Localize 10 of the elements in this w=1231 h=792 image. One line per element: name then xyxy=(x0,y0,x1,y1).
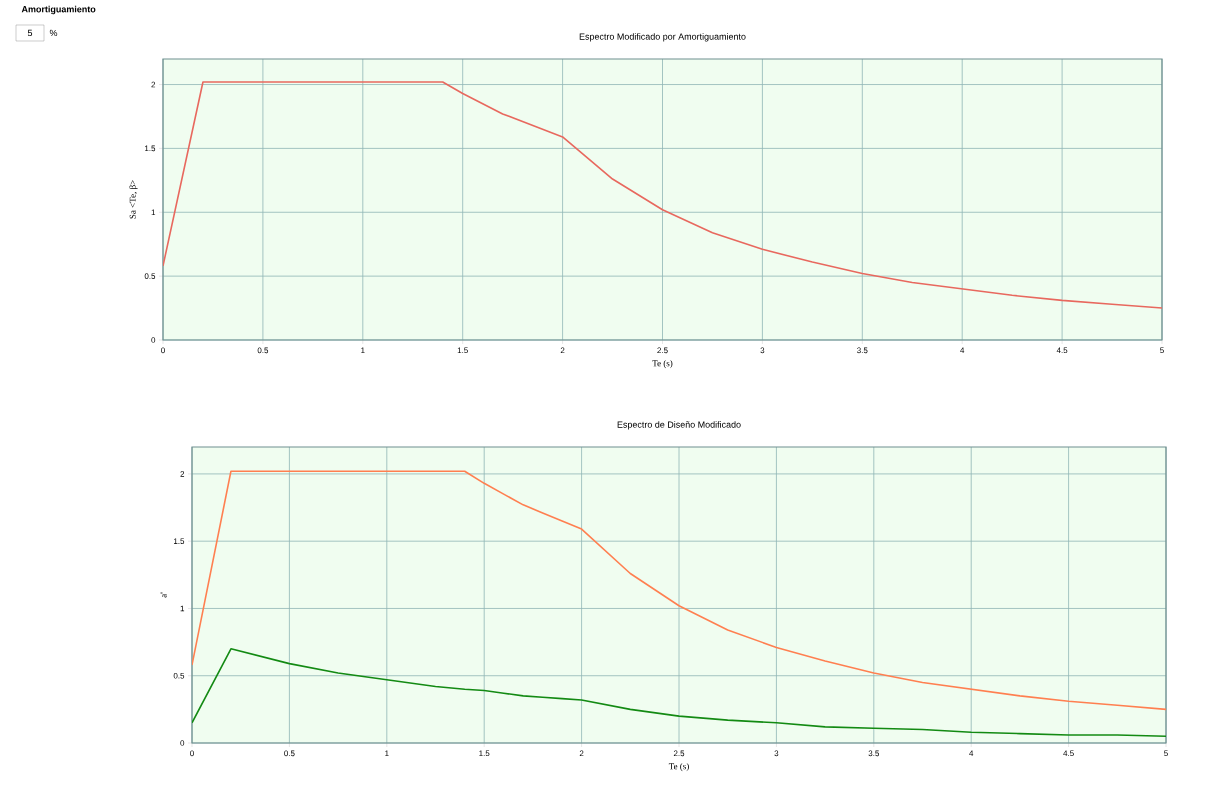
line-series xyxy=(192,648,1167,738)
x-axis-title: Te (s) xyxy=(652,360,673,369)
y-axis-title: Sa <Te, β> xyxy=(129,180,138,219)
y-axis-title: a' xyxy=(160,592,167,598)
text: Amortiguamiento xyxy=(21,5,96,15)
text: % xyxy=(49,29,58,37)
chart-title: Espectro Modificado por Amortiguamiento xyxy=(579,33,746,42)
chart-title: Espectro de Diseño Modificado xyxy=(617,421,741,430)
x-axis-title: Te (s) xyxy=(668,763,689,772)
text: 5 xyxy=(27,29,33,37)
